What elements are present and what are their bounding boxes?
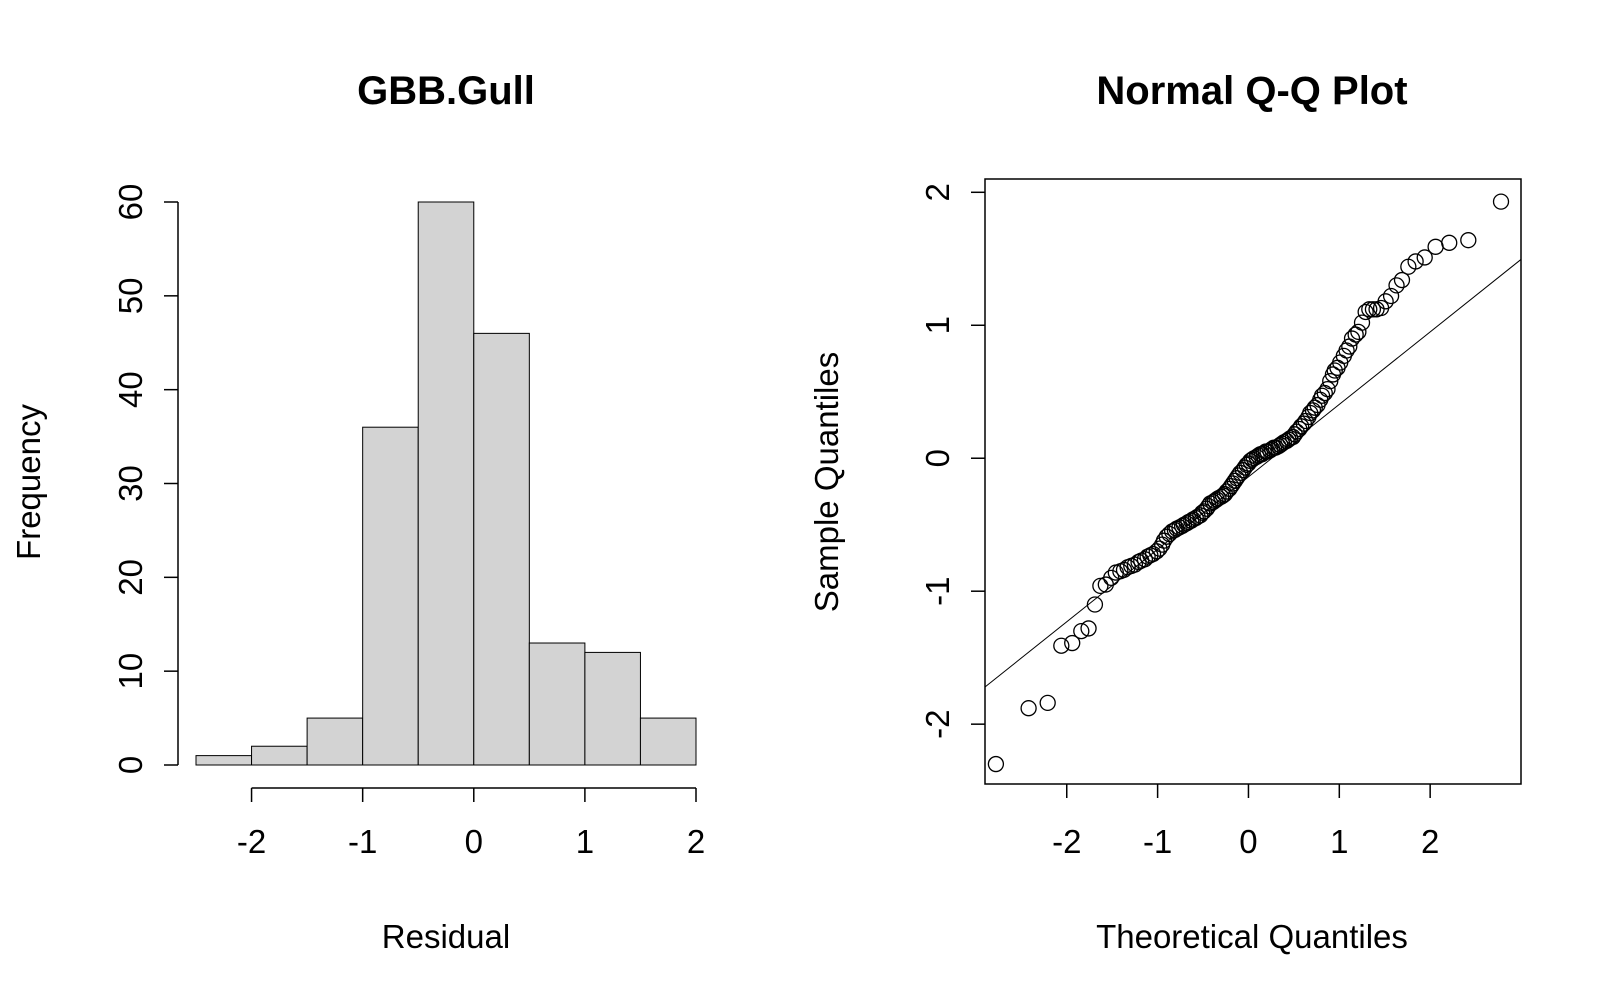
histogram-x-tick-label: 1 <box>576 823 594 860</box>
qq-point <box>1388 277 1405 294</box>
histogram-bar <box>639 717 697 766</box>
qq-x-tick-label: -1 <box>1143 823 1172 860</box>
qq-point <box>1282 430 1299 447</box>
histogram-title: GBB.Gull <box>357 69 535 113</box>
qq-point <box>1151 540 1168 557</box>
histogram-x-tick-label: -2 <box>237 823 266 860</box>
histogram-bar <box>306 717 364 766</box>
qq-point <box>1187 509 1204 527</box>
qq-x-tick-label: 0 <box>1239 823 1257 860</box>
qq-point <box>1407 253 1424 270</box>
histogram-bar <box>417 201 475 766</box>
histogram-bar <box>528 642 586 766</box>
qq-y-tick-label: 0 <box>919 449 956 467</box>
qq-x-label: Theoretical Quantiles <box>1096 918 1408 955</box>
qq-point <box>1361 301 1378 318</box>
qq-point <box>1322 372 1339 390</box>
histogram-y-tick-label: 30 <box>112 465 149 502</box>
qq-point <box>987 755 1005 773</box>
qq-point <box>1441 234 1458 251</box>
qq-point <box>1193 504 1211 521</box>
histogram-x-axis: -2 -1 0 1 2 <box>237 787 705 860</box>
qq-title: Normal Q-Q Plot <box>1096 69 1407 113</box>
histogram-y-tick-label: 60 <box>112 184 149 221</box>
qq-x-tick-label: 1 <box>1330 823 1348 860</box>
qq-y-tick-label: -1 <box>919 577 956 606</box>
qq-points <box>987 193 1510 773</box>
qq-x-tick-label: 2 <box>1421 823 1439 860</box>
histogram-x-tick-label: 2 <box>687 823 705 860</box>
qq-y-tick-label: 2 <box>919 183 956 201</box>
qq-point <box>1192 507 1209 524</box>
histogram-y-tick-label: 0 <box>112 756 149 774</box>
qq-point <box>1377 293 1394 310</box>
qq-y-tick-label: -2 <box>919 709 956 738</box>
qq-point <box>1460 232 1477 249</box>
qq-point <box>1353 314 1371 331</box>
qq-point <box>1364 301 1382 318</box>
histogram-bar <box>251 745 308 766</box>
qq-point <box>1226 472 1243 489</box>
histogram-y-tick-label: 50 <box>112 277 149 314</box>
qq-point <box>1158 528 1175 545</box>
qq-plot-panel: Normal Q-Q Plot Theoretical Quantiles Sa… <box>808 69 1522 955</box>
qq-point <box>1073 622 1090 640</box>
histogram-y-tick-label: 10 <box>112 653 149 690</box>
qq-point <box>1214 487 1232 504</box>
qq-x-axis: -2 -1 0 1 2 <box>1052 784 1439 860</box>
qq-point <box>1393 271 1411 289</box>
qq-point <box>1092 577 1109 595</box>
histogram-bar <box>584 651 641 766</box>
histogram-bar <box>473 332 530 766</box>
histogram-bar <box>362 426 419 766</box>
qq-reference-line <box>984 259 1522 688</box>
qq-point <box>1086 596 1104 613</box>
qq-point <box>1103 569 1120 587</box>
qq-plot-box <box>984 178 1522 785</box>
qq-point <box>1347 326 1364 343</box>
qq-point <box>1492 193 1510 210</box>
histogram-bar <box>195 755 253 766</box>
histogram-x-tick-label: -1 <box>348 823 377 860</box>
qq-y-tick-label: 1 <box>919 316 956 334</box>
histogram-y-label: Frequency <box>10 404 47 560</box>
qq-point <box>1350 323 1367 341</box>
qq-point <box>1306 399 1323 416</box>
qq-point <box>1053 637 1070 654</box>
histogram-x-label: Residual <box>382 918 510 955</box>
histogram-bars <box>195 201 697 766</box>
qq-point <box>1097 576 1114 593</box>
histogram-y-axis: 0 10 20 30 40 50 60 <box>112 184 179 774</box>
qq-y-axis: -2 -1 0 1 2 <box>919 183 985 739</box>
qq-point <box>1416 249 1433 266</box>
histogram-y-tick-label: 20 <box>112 559 149 596</box>
qq-point <box>1200 497 1217 515</box>
histogram-x-tick-label: 0 <box>465 823 483 860</box>
qq-point <box>1020 700 1037 717</box>
qq-point <box>1136 551 1154 568</box>
qq-y-label: Sample Quantiles <box>808 352 845 612</box>
qq-point <box>1427 238 1444 255</box>
qq-point <box>1039 694 1056 712</box>
qq-point <box>1343 330 1361 347</box>
qq-point <box>1064 634 1081 652</box>
qq-point <box>1319 380 1336 398</box>
qq-point <box>1357 303 1374 321</box>
qq-point <box>1326 362 1343 379</box>
qq-point <box>1240 455 1257 472</box>
qq-point <box>1080 620 1097 637</box>
qq-point <box>1341 338 1358 355</box>
histogram-y-tick-label: 40 <box>112 371 149 408</box>
histogram-panel: GBB.Gull Residual Frequency -2 -1 0 1 2 0 10 2… <box>10 69 705 955</box>
qq-point <box>1144 545 1162 563</box>
qq-x-tick-label: -2 <box>1052 823 1081 860</box>
qq-point <box>1382 287 1400 305</box>
